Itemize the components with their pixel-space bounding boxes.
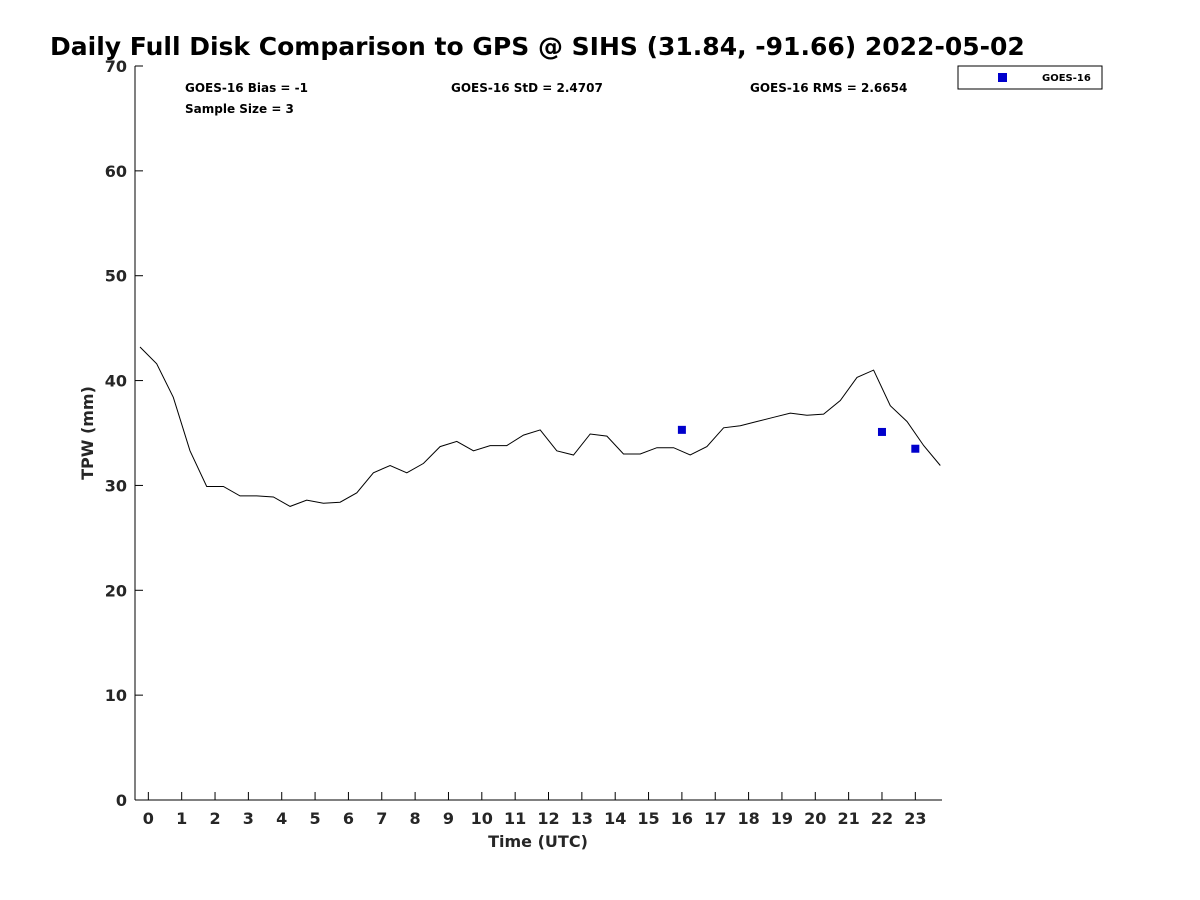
y-tick-label: 0 [116, 791, 127, 810]
y-tick-label: 60 [105, 162, 127, 181]
x-tick-label: 6 [343, 809, 354, 828]
x-tick-label: 0 [143, 809, 154, 828]
x-tick-label: 23 [904, 809, 926, 828]
x-ticks: 0 1 2 3 4 5 6 7 8 9 10 11 12 13 14 15 16 17 18 19 20 21 22 23 [143, 792, 926, 828]
rms-stat: GOES-16 RMS = 2.6654 [750, 81, 907, 95]
y-tick-label: 30 [105, 476, 127, 495]
x-tick-label: 20 [804, 809, 826, 828]
x-tick-label: 12 [537, 809, 559, 828]
x-tick-label: 10 [471, 809, 493, 828]
std-stat: GOES-16 StD = 2.4707 [451, 81, 603, 95]
bias-stat: GOES-16 Bias = -1 [185, 81, 308, 95]
legend: GOES-16 [957, 65, 1103, 90]
x-tick-label: 7 [376, 809, 387, 828]
x-tick-label: 17 [704, 809, 726, 828]
series-layer [139, 346, 941, 507]
sample-size-stat: Sample Size = 3 [185, 102, 294, 116]
x-tick-label: 13 [571, 809, 593, 828]
goes16-point [677, 425, 686, 434]
x-tick-label: 22 [871, 809, 893, 828]
x-tick-label: 16 [671, 809, 693, 828]
x-tick-label: 18 [737, 809, 759, 828]
x-tick-label: 4 [276, 809, 287, 828]
goes16-point [911, 444, 920, 453]
x-tick-label: 21 [837, 809, 859, 828]
gps-tpw-line [139, 346, 941, 507]
plot-area [134, 66, 942, 801]
x-tick-label: 11 [504, 809, 526, 828]
legend-marker-goes16 [998, 73, 1007, 82]
goes16-point [877, 427, 886, 436]
y-tick-label: 10 [105, 686, 127, 705]
x-tick-label: 5 [310, 809, 321, 828]
y-tick-label: 40 [105, 372, 127, 391]
x-tick-label: 15 [637, 809, 659, 828]
x-tick-label: 9 [443, 809, 454, 828]
y-ticks: 0 10 20 30 40 50 60 70 [105, 57, 143, 810]
x-axis-label: Time (UTC) [488, 832, 588, 851]
y-tick-label: 50 [105, 267, 127, 286]
x-tick-label: 19 [771, 809, 793, 828]
legend-box [957, 65, 1103, 90]
y-tick-label: 20 [105, 581, 127, 600]
x-tick-label: 1 [176, 809, 187, 828]
legend-label-goes16: GOES-16 [1042, 73, 1091, 84]
y-tick-label: 70 [105, 57, 127, 76]
y-axis-label: TPW (mm) [78, 386, 97, 480]
x-tick-label: 8 [410, 809, 421, 828]
x-tick-label: 3 [243, 809, 254, 828]
chart-title: Daily Full Disk Comparison to GPS @ SIHS… [50, 32, 1025, 61]
x-tick-label: 2 [209, 809, 220, 828]
x-tick-label: 14 [604, 809, 626, 828]
